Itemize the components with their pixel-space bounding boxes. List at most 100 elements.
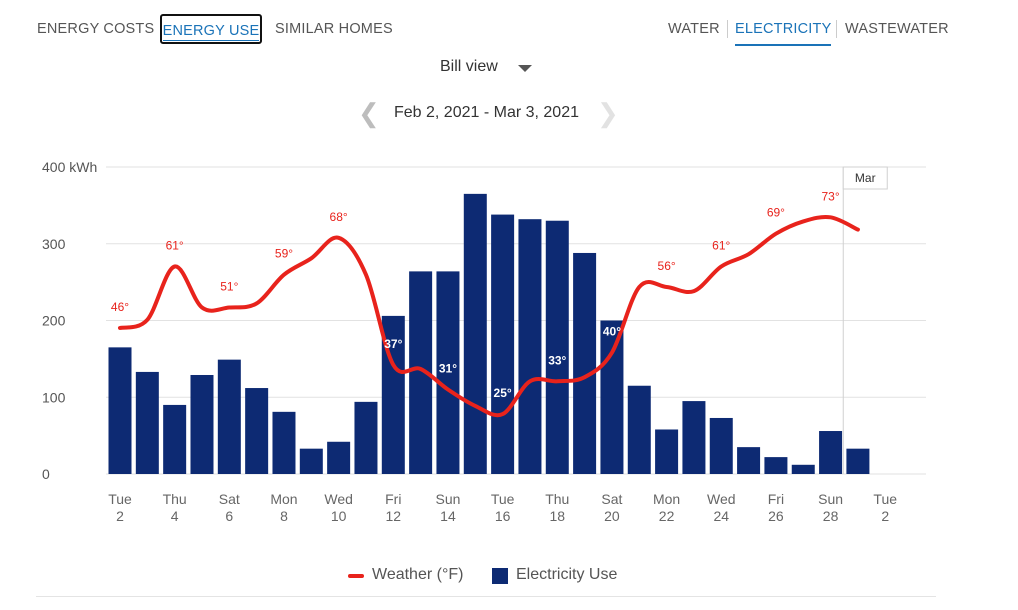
- x-tick-weekday: Sun: [435, 491, 460, 507]
- y-tick-label: 400 kWh: [42, 159, 97, 175]
- usage-bar: [463, 193, 487, 475]
- usage-bar: [655, 429, 679, 474]
- x-tick-day: 8: [280, 508, 288, 524]
- weather-label: 33°: [548, 353, 566, 367]
- weather-label: 73°: [822, 189, 840, 203]
- caret-down-icon[interactable]: [518, 65, 532, 72]
- chevron-right-icon[interactable]: ❯: [597, 98, 619, 128]
- x-tick-weekday: Sat: [601, 491, 622, 507]
- chart-legend: Weather (°F) Electricity Use: [0, 566, 1018, 586]
- utility-separator: [727, 20, 728, 38]
- legend-weather-swatch: [348, 574, 364, 578]
- usage-bar: [682, 401, 706, 474]
- usage-bar: [354, 401, 378, 474]
- x-tick-day: 6: [225, 508, 233, 524]
- x-tick-day: 28: [823, 508, 839, 524]
- usage-bar: [737, 447, 761, 474]
- weather-label: 46°: [111, 300, 129, 314]
- tab-similar-homes[interactable]: SIMILAR HOMES: [275, 21, 393, 37]
- usage-bar: [600, 320, 624, 474]
- x-tick-day: 24: [713, 508, 729, 524]
- month-marker-box: [842, 166, 888, 190]
- legend-usage-label[interactable]: Electricity Use: [516, 566, 618, 583]
- x-tick-weekday: Mon: [270, 491, 297, 507]
- usage-bar: [409, 271, 433, 474]
- utility-water[interactable]: WATER: [668, 21, 720, 37]
- utility-wastewater[interactable]: WASTEWATER: [845, 21, 949, 37]
- weather-label: 56°: [658, 259, 676, 273]
- weather-label: 37°: [384, 337, 402, 351]
- usage-bar: [491, 214, 515, 474]
- x-tick-day: 16: [495, 508, 511, 524]
- usage-bar: [272, 411, 296, 474]
- usage-bar: [190, 374, 214, 474]
- weather-label: 68°: [330, 210, 348, 224]
- x-tick-weekday: Tue: [873, 491, 897, 507]
- usage-bar: [217, 359, 241, 474]
- usage-bar: [709, 417, 733, 474]
- y-tick-label: 300: [42, 236, 66, 252]
- x-tick-weekday: Tue: [491, 491, 515, 507]
- x-tick-day: 18: [549, 508, 565, 524]
- weather-label: 69°: [767, 206, 785, 220]
- usage-bar: [245, 388, 269, 474]
- weather-line: [118, 214, 860, 418]
- x-tick-day: 20: [604, 508, 620, 524]
- weather-label: 61°: [166, 239, 184, 253]
- x-tick-day: 2: [116, 508, 124, 524]
- bill-view-select[interactable]: Bill view: [440, 58, 498, 75]
- usage-bar: [573, 252, 597, 474]
- x-tick-weekday: Thu: [545, 491, 569, 507]
- usage-bar: [135, 371, 159, 474]
- x-tick-day: 26: [768, 508, 784, 524]
- usage-chart: 0 100 200 300 400 kWh Mar 46° 61° 51° 59° 68° 37° 31…: [42, 159, 926, 524]
- usage-bar: [627, 385, 651, 474]
- usage-bar: [846, 448, 870, 474]
- date-range-label: Feb 2, 2021 - Mar 3, 2021: [394, 104, 579, 121]
- y-tick-label: 200: [42, 313, 66, 329]
- usage-bar: [108, 347, 132, 474]
- usage-bar: [299, 448, 323, 474]
- x-tick-weekday: Tue: [108, 491, 132, 507]
- x-tick-day: 22: [659, 508, 675, 524]
- x-tick-weekday: Fri: [385, 491, 401, 507]
- weather-label: 59°: [275, 247, 293, 261]
- x-tick-weekday: Mon: [653, 491, 680, 507]
- usage-bar: [518, 219, 542, 474]
- x-tick-day: 14: [440, 508, 456, 524]
- legend-weather-label[interactable]: Weather (°F): [372, 566, 464, 583]
- usage-bar: [327, 441, 351, 474]
- x-tick-weekday: Wed: [324, 491, 353, 507]
- x-tick-weekday: Wed: [707, 491, 736, 507]
- usage-bar: [764, 457, 788, 474]
- y-tick-label: 100: [42, 389, 66, 405]
- x-tick-weekday: Thu: [163, 491, 187, 507]
- usage-bar: [791, 464, 815, 474]
- legend-usage-swatch: [492, 568, 508, 584]
- x-tick-weekday: Sat: [219, 491, 240, 507]
- chevron-left-icon[interactable]: ❮: [358, 98, 380, 128]
- x-tick-day: 2: [881, 508, 889, 524]
- utility-separator: [836, 20, 837, 38]
- weather-label: 40°: [603, 325, 621, 339]
- y-tick-label: 0: [42, 466, 50, 482]
- month-marker-label: Mar: [855, 171, 876, 185]
- x-tick-day: 12: [386, 508, 402, 524]
- tab-energy-costs[interactable]: ENERGY COSTS: [37, 21, 155, 37]
- usage-bar: [819, 431, 843, 474]
- usage-bar: [545, 220, 569, 474]
- divider: [36, 596, 936, 597]
- tab-energy-use-label: ENERGY USE: [162, 23, 260, 41]
- usage-bar: [163, 404, 187, 474]
- weather-label: 25°: [494, 386, 512, 400]
- tab-energy-use[interactable]: ENERGY USE: [160, 14, 262, 44]
- utility-electricity[interactable]: ELECTRICITY: [735, 18, 832, 46]
- weather-label: 51°: [220, 280, 238, 294]
- x-tick-weekday: Sun: [818, 491, 843, 507]
- usage-bar: [436, 271, 460, 474]
- x-tick-day: 10: [331, 508, 347, 524]
- weather-label: 31°: [439, 362, 457, 376]
- x-tick-day: 4: [171, 508, 179, 524]
- weather-label: 61°: [712, 239, 730, 253]
- x-tick-weekday: Fri: [768, 491, 784, 507]
